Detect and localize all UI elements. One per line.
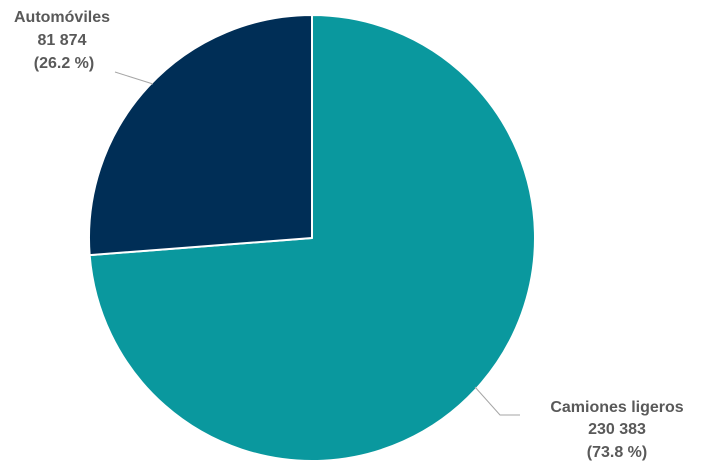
data-label-automoviles-value: 81 874 bbox=[38, 32, 87, 49]
data-label-camiones-ligeros-name: Camiones ligeros bbox=[550, 399, 683, 416]
data-label-camiones-ligeros-value: 230 383 bbox=[588, 421, 646, 438]
data-label-camiones-ligeros-percent: (73.8 %) bbox=[587, 444, 647, 461]
pie-slice-automoviles bbox=[88, 14, 313, 257]
data-label-automoviles-percent: (26.2 %) bbox=[34, 55, 94, 72]
pie-slices bbox=[88, 14, 536, 462]
leader-line-camiones-ligeros bbox=[474, 386, 520, 416]
leader-line-automoviles bbox=[114, 71, 154, 85]
data-label-automoviles-name: Automóviles bbox=[14, 9, 110, 26]
